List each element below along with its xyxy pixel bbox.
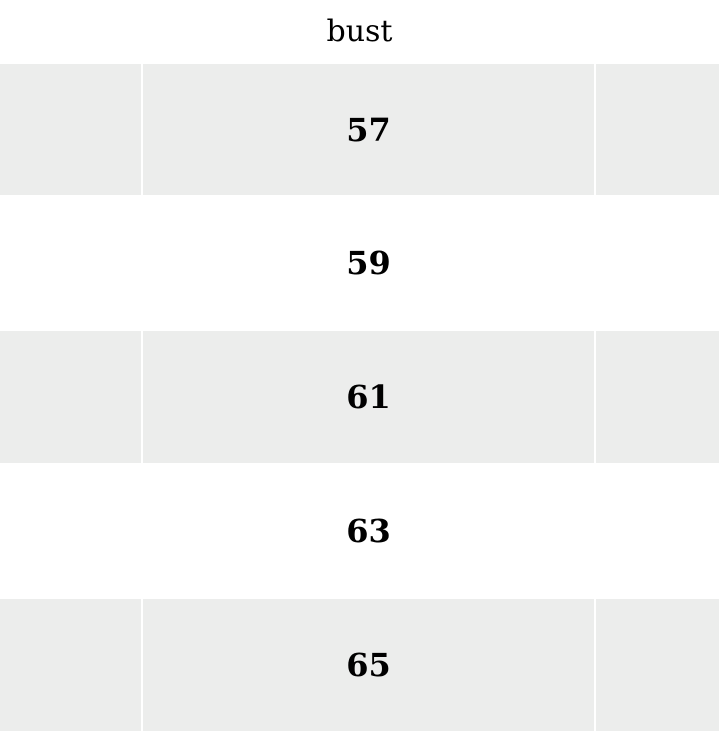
table-cell [596, 197, 719, 329]
table-cell [0, 465, 141, 597]
table-row: 63 [0, 465, 719, 597]
table-cell [0, 331, 141, 463]
table-row: 57 [0, 64, 719, 195]
table-cell [596, 331, 719, 463]
column-header-bust: bust [326, 14, 393, 49]
table-cell [596, 465, 719, 597]
table-cell [0, 197, 141, 329]
table-cell [596, 599, 719, 731]
table-row: 61 [0, 331, 719, 463]
table-cell [0, 64, 141, 195]
table-row: 59 [0, 197, 719, 329]
table-row: 65 [0, 599, 719, 731]
bust-value: 57 [143, 64, 594, 195]
bust-value: 61 [143, 331, 594, 463]
bust-value: 65 [143, 599, 594, 731]
bust-value: 59 [346, 244, 391, 282]
table-cell [596, 64, 719, 195]
bust-value: 63 [346, 512, 391, 550]
table-cell [0, 599, 141, 731]
